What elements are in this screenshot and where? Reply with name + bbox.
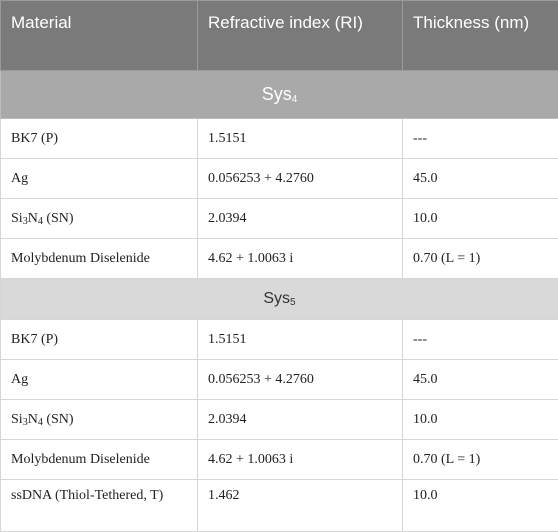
table-row: Molybdenum Diselenide 4.62 + 1.0063 i 0.…	[1, 440, 558, 480]
thickness-cell: 45.0	[403, 159, 558, 199]
thickness-cell: ---	[403, 119, 558, 159]
ri-cell: 4.62 + 1.0063 i	[198, 239, 403, 279]
table-row: BK7 (P) 1.5151 ---	[1, 119, 558, 159]
table-row: BK7 (P) 1.5151 ---	[1, 320, 558, 360]
ri-cell: 1.5151	[198, 119, 403, 159]
header-material: Material	[1, 1, 198, 71]
header-row: Material Refractive index (RI) Thickness…	[1, 1, 558, 71]
thickness-cell: 0.70 (L = 1)	[403, 440, 558, 480]
table-row: Si3N4 (SN) 2.0394 10.0	[1, 400, 558, 440]
material-cell: Si3N4 (SN)	[1, 199, 198, 239]
material-cell: BK7 (P)	[1, 320, 198, 360]
material-cell: ssDNA (Thiol-Tethered, T)	[1, 480, 198, 532]
material-cell: Ag	[1, 159, 198, 199]
table-row: ssDNA (Thiol-Tethered, T) 1.462 10.0	[1, 480, 558, 532]
header-thickness: Thickness (nm)	[403, 1, 558, 71]
thickness-cell: 10.0	[403, 199, 558, 239]
ri-cell: 0.056253 + 4.2760	[198, 360, 403, 400]
ri-cell: 2.0394	[198, 400, 403, 440]
material-cell: Ag	[1, 360, 198, 400]
section-header-sys4: Sys4	[1, 71, 558, 119]
ri-cell: 1.462	[198, 480, 403, 532]
material-cell: BK7 (P)	[1, 119, 198, 159]
section-header-sys5: Sys5	[1, 279, 558, 320]
ri-cell: 0.056253 + 4.2760	[198, 159, 403, 199]
thickness-cell: 10.0	[403, 480, 558, 532]
thickness-cell: 10.0	[403, 400, 558, 440]
thickness-cell: 45.0	[403, 360, 558, 400]
table-row: Ag 0.056253 + 4.2760 45.0	[1, 159, 558, 199]
section-label: Sys4	[1, 71, 558, 119]
thickness-cell: 0.70 (L = 1)	[403, 239, 558, 279]
table-row: Si3N4 (SN) 2.0394 10.0	[1, 199, 558, 239]
table-row: Molybdenum Diselenide 4.62 + 1.0063 i 0.…	[1, 239, 558, 279]
section-label: Sys5	[1, 279, 558, 320]
thickness-cell: ---	[403, 320, 558, 360]
ri-cell: 1.5151	[198, 320, 403, 360]
header-refractive-index: Refractive index (RI)	[198, 1, 403, 71]
ri-cell: 4.62 + 1.0063 i	[198, 440, 403, 480]
material-cell: Si3N4 (SN)	[1, 400, 198, 440]
material-cell: Molybdenum Diselenide	[1, 440, 198, 480]
material-cell: Molybdenum Diselenide	[1, 239, 198, 279]
ri-cell: 2.0394	[198, 199, 403, 239]
table-row: Ag 0.056253 + 4.2760 45.0	[1, 360, 558, 400]
